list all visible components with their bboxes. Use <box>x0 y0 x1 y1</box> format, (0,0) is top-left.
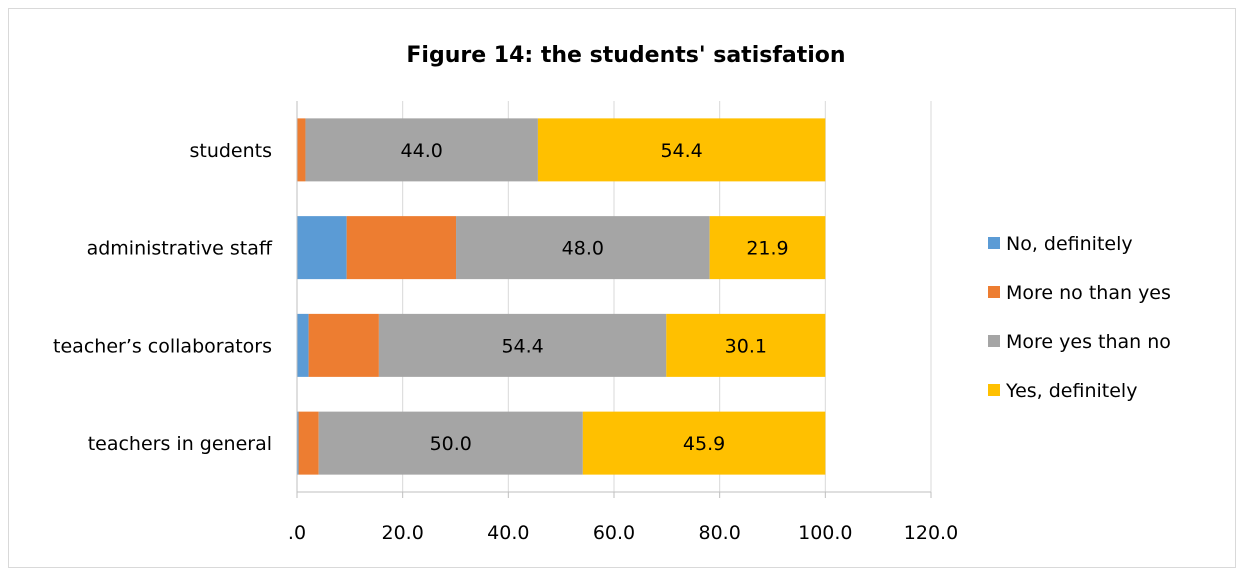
category-label: teachers in general <box>88 433 272 455</box>
bar-segment <box>297 313 309 377</box>
x-tick-label: 100.0 <box>798 522 852 544</box>
legend-swatch <box>988 286 1000 298</box>
bar-segment <box>318 411 583 475</box>
x-tick-label: 20.0 <box>382 522 424 544</box>
x-tick-labels: .0 20.0 40.0 60.0 80.0 100.0 120.0 <box>288 522 958 544</box>
x-tick-label: 80.0 <box>699 522 741 544</box>
x-tick-label: .0 <box>288 522 306 544</box>
axes <box>296 101 932 498</box>
category-label: teacher’s collaborators <box>53 335 272 357</box>
legend-label: No, definitely <box>1006 233 1133 255</box>
data-labels: 44.0 54.4 48.0 21.9 54.4 30.1 50.0 45.9 <box>401 140 789 455</box>
bar-segment <box>297 118 306 182</box>
x-tick-label: 40.0 <box>487 522 529 544</box>
bar-segment <box>298 411 319 475</box>
legend-swatch <box>988 384 1000 396</box>
bar-segment <box>456 216 710 280</box>
category-label: students <box>189 140 272 162</box>
bar-segment <box>297 216 347 280</box>
category-label: administrative staff <box>87 238 273 260</box>
bar-segment <box>378 313 667 377</box>
legend-swatch <box>988 335 1000 347</box>
data-label: 45.9 <box>683 433 725 455</box>
data-label: 21.9 <box>746 238 788 260</box>
bar-segment <box>666 313 826 377</box>
legend-label: More yes than no <box>1006 331 1171 353</box>
bar-segment <box>308 313 379 377</box>
bar-segment <box>537 118 826 182</box>
bar-segment <box>297 411 299 475</box>
bar-segment <box>346 216 457 280</box>
legend-swatch <box>988 237 1000 249</box>
bar-segment <box>709 216 826 280</box>
data-label: 44.0 <box>401 140 443 162</box>
bar-segment <box>305 118 538 182</box>
chart-frame <box>8 8 1236 568</box>
x-tick-label: 120.0 <box>904 522 958 544</box>
data-label: 48.0 <box>562 238 604 260</box>
bars <box>297 118 826 475</box>
data-label: 50.0 <box>430 433 472 455</box>
category-labels: students administrative staff teacher’s co… <box>53 140 273 455</box>
legend-label: More no than yes <box>1006 282 1171 304</box>
legend: No, definitely More no than yes More yes t… <box>988 233 1171 402</box>
legend-label: Yes, definitely <box>1005 380 1137 402</box>
stacked-bar-chart: Figure 14: the students' satisfation 44.… <box>53 43 1171 544</box>
data-label: 54.4 <box>660 140 702 162</box>
x-tick-label: 60.0 <box>593 522 635 544</box>
data-label: 54.4 <box>501 335 543 357</box>
data-label: 30.1 <box>725 335 767 357</box>
chart-title: Figure 14: the students' satisfation <box>406 43 845 68</box>
bar-segment <box>582 411 826 475</box>
